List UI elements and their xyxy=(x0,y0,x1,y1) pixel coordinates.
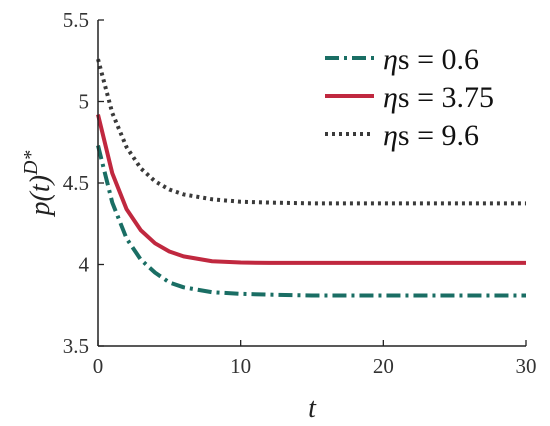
series-line-3 xyxy=(96,58,526,206)
y-axis-label-main: p(t) xyxy=(25,175,56,217)
x-tick-label: 30 xyxy=(516,354,537,378)
legend-label-value: s = 0.6 xyxy=(398,43,479,76)
legend-label-symbol: η xyxy=(383,81,398,114)
legend-label-value: s = 3.75 xyxy=(398,81,494,114)
y-tick-label: 3.5 xyxy=(63,334,89,358)
legend-label-3: ηs = 9.6 xyxy=(383,119,479,152)
x-tick-label: 0 xyxy=(93,354,104,378)
y-tick-label: 5 xyxy=(79,90,90,114)
legend-label-1: ηs = 0.6 xyxy=(383,43,479,76)
series-line-2 xyxy=(96,114,526,265)
y-axis-label-superscript: D* xyxy=(20,151,42,176)
series-line-1 xyxy=(96,145,526,298)
legend-label-symbol: η xyxy=(383,119,398,152)
axes: 0 10 20 30 3.5 4 4.5 5 5.5 xyxy=(63,8,537,378)
x-tick-label: 10 xyxy=(230,354,251,378)
legend-label-symbol: η xyxy=(383,43,398,76)
y-axis-label: p(t)D* xyxy=(20,151,56,218)
y-tick-label: 5.5 xyxy=(63,8,89,32)
plot-area xyxy=(96,58,526,298)
x-tick-label: 20 xyxy=(373,354,394,378)
legend-label-value: s = 9.6 xyxy=(398,119,479,152)
legend-label-2: ηs = 3.75 xyxy=(383,81,494,114)
x-axis-label: t xyxy=(308,393,317,424)
y-tick-label: 4 xyxy=(79,253,90,277)
y-tick-label: 4.5 xyxy=(63,171,89,195)
